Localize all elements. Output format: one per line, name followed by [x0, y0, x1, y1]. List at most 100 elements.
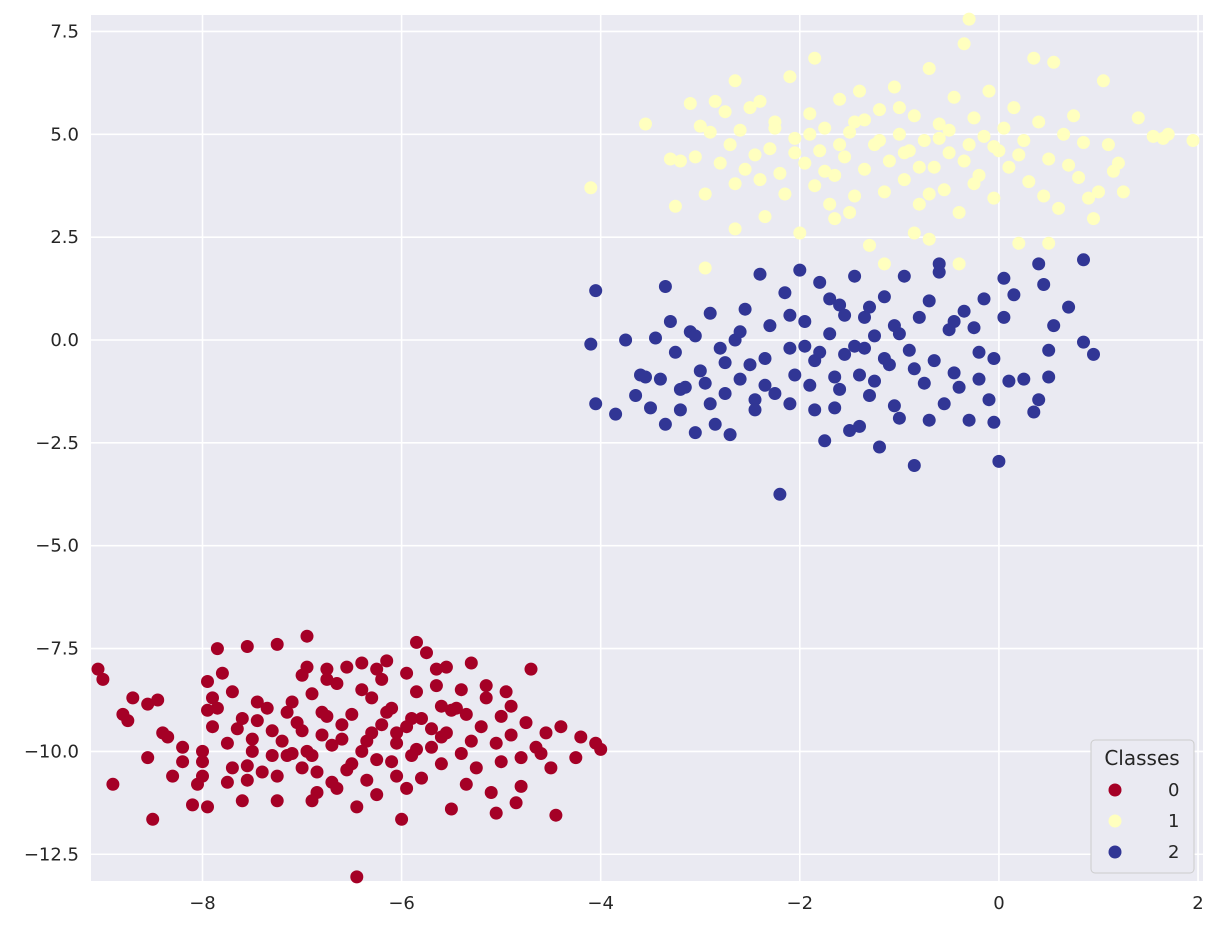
data-point-class-1 [1087, 212, 1100, 226]
data-point-class-1 [808, 179, 822, 193]
x-tick-label: −8 [189, 893, 216, 914]
data-point-class-2 [713, 341, 727, 355]
data-point-class-2 [773, 487, 787, 501]
data-point-class-0 [454, 683, 468, 697]
data-point-class-0 [260, 701, 274, 715]
data-point-class-0 [494, 709, 508, 723]
y-tick-label: 7.5 [50, 21, 79, 42]
data-point-class-1 [738, 162, 752, 176]
legend-title: Classes [1104, 746, 1179, 770]
data-point-class-2 [698, 376, 712, 390]
data-point-class-0 [489, 736, 503, 750]
data-point-class-0 [574, 730, 588, 744]
data-point-class-0 [380, 654, 394, 668]
data-point-class-1 [848, 115, 862, 129]
data-point-class-0 [245, 732, 259, 746]
data-point-class-2 [649, 331, 662, 345]
data-point-class-0 [121, 714, 135, 728]
data-point-class-1 [1131, 111, 1145, 125]
data-point-class-2 [863, 300, 876, 314]
data-point-class-0 [310, 765, 324, 779]
data-point-class-2 [902, 343, 916, 357]
data-point-class-0 [225, 761, 239, 775]
data-point-class-2 [897, 269, 911, 283]
data-point-class-0 [504, 728, 518, 742]
data-point-class-0 [201, 703, 214, 717]
data-point-class-1 [728, 74, 742, 88]
data-point-class-2 [987, 415, 1001, 429]
data-point-class-0 [176, 740, 190, 754]
data-point-class-1 [853, 84, 866, 98]
data-point-class-1 [1022, 175, 1036, 189]
data-point-class-0 [235, 712, 249, 725]
data-point-class-2 [912, 310, 926, 324]
data-point-class-2 [858, 310, 871, 324]
data-point-class-2 [823, 292, 837, 306]
data-point-class-0 [529, 740, 543, 754]
data-point-class-0 [415, 712, 428, 725]
data-point-class-0 [434, 699, 448, 713]
data-point-class-2 [868, 374, 881, 388]
data-point-class-2 [1087, 347, 1100, 361]
data-point-class-0 [355, 656, 369, 670]
x-tick-label: 0 [993, 893, 1004, 914]
data-point-class-1 [683, 97, 697, 110]
data-point-class-2 [1017, 372, 1031, 386]
data-point-class-1 [897, 146, 911, 160]
data-point-class-0 [594, 742, 608, 756]
data-point-class-2 [803, 378, 817, 392]
data-point-class-2 [788, 368, 802, 382]
data-point-class-0 [196, 755, 209, 769]
data-point-class-0 [459, 707, 473, 721]
legend-label: 1 [1168, 811, 1179, 832]
data-point-class-1 [773, 166, 787, 180]
data-point-class-2 [922, 413, 936, 427]
data-point-class-1 [887, 80, 901, 94]
data-point-class-2 [1077, 335, 1090, 349]
data-point-class-0 [370, 753, 384, 767]
data-point-class-0 [196, 744, 209, 758]
data-point-class-2 [982, 393, 996, 407]
data-point-class-2 [887, 399, 901, 413]
data-point-class-1 [1146, 129, 1160, 143]
data-point-class-1 [892, 127, 906, 141]
data-point-class-1 [783, 70, 797, 84]
data-point-class-1 [833, 92, 847, 106]
data-point-class-0 [305, 687, 319, 701]
data-point-class-2 [783, 397, 797, 411]
data-point-class-0 [375, 672, 389, 686]
data-point-class-2 [733, 325, 747, 339]
data-point-class-0 [350, 800, 364, 814]
data-point-class-0 [429, 679, 443, 693]
data-point-class-1 [882, 154, 896, 168]
data-point-class-0 [365, 726, 379, 740]
data-point-class-1 [768, 121, 782, 135]
data-point-class-2 [783, 308, 797, 322]
data-point-class-1 [873, 134, 886, 147]
data-point-class-0 [141, 697, 155, 711]
data-point-class-2 [937, 397, 951, 411]
data-point-class-0 [355, 683, 369, 697]
data-point-class-1 [1096, 74, 1110, 88]
data-point-class-0 [390, 736, 404, 750]
data-point-class-1 [957, 154, 971, 168]
data-point-class-2 [873, 440, 886, 454]
x-tick-label: −6 [388, 893, 415, 914]
data-point-class-2 [997, 271, 1011, 285]
data-point-class-2 [658, 280, 672, 293]
data-point-class-2 [688, 329, 702, 343]
data-point-class-1 [922, 62, 936, 75]
data-point-class-0 [415, 771, 428, 785]
data-point-class-0 [395, 812, 409, 826]
data-point-class-2 [1062, 300, 1076, 314]
data-point-class-2 [863, 389, 876, 402]
y-tick-label: −5.0 [35, 536, 79, 557]
y-tick-label: 0.0 [50, 330, 79, 351]
data-point-class-1 [1062, 158, 1076, 172]
data-point-class-1 [1042, 152, 1056, 166]
data-point-class-0 [265, 749, 279, 762]
data-point-class-2 [703, 306, 717, 320]
data-point-class-1 [997, 121, 1011, 135]
data-point-class-0 [444, 802, 458, 816]
